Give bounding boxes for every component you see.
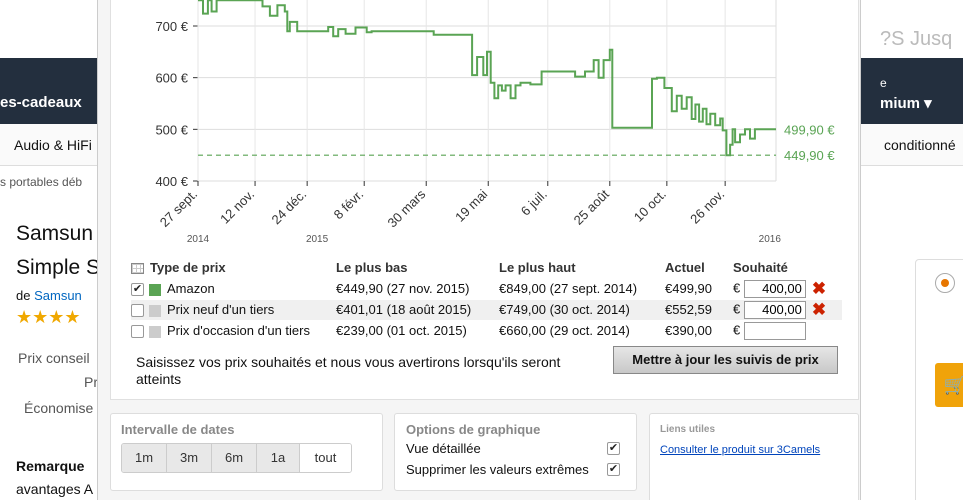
target-price-label: 449,90 € bbox=[784, 148, 835, 163]
useful-links-title: Liens utiles bbox=[660, 424, 716, 435]
option-detailed-view[interactable]: Vue détaillée ✔ bbox=[406, 441, 620, 456]
series-swatch bbox=[149, 325, 161, 338]
by-label: de bbox=[16, 288, 31, 303]
wished-price-input[interactable] bbox=[743, 279, 806, 298]
list-price-label: Prix conseil bbox=[18, 350, 90, 366]
header-highest: Le plus haut bbox=[499, 260, 576, 276]
series-checkbox[interactable] bbox=[131, 304, 144, 318]
highest-price: €749,00 (30 oct. 2014) bbox=[499, 298, 665, 320]
range-all[interactable]: tout bbox=[300, 444, 351, 472]
currency-symbol: € bbox=[733, 300, 741, 316]
series-label: Prix neuf d'un tiers bbox=[167, 301, 275, 317]
3camels-link[interactable]: Consulter le produit sur 3Camels bbox=[660, 444, 821, 456]
cart-icon: 🛒 bbox=[943, 375, 963, 395]
x-tick-label: 26 nov. bbox=[687, 187, 727, 227]
series-checkbox[interactable] bbox=[131, 325, 144, 339]
series-label: Prix d'occasion d'un tiers bbox=[167, 323, 310, 339]
y-tick-label: 700 € bbox=[155, 19, 188, 34]
header-price-type: Type de prix bbox=[150, 260, 226, 276]
series-line-amazon bbox=[198, 0, 776, 157]
x-tick-label: 10 oct. bbox=[631, 187, 669, 225]
brand-link[interactable]: Samsun bbox=[34, 288, 82, 303]
price-row: Prix d'occasion d'un tiers €239,00 (01 oc… bbox=[131, 319, 842, 341]
lowest-price: €449,90 (27 nov. 2015) bbox=[336, 277, 499, 299]
range-3m[interactable]: 3m bbox=[167, 444, 212, 472]
x-year-label: 2015 bbox=[306, 234, 329, 245]
x-tick-label: 6 juil. bbox=[518, 187, 550, 219]
update-tracking-button[interactable]: Mettre à jour les suivis de prix bbox=[613, 346, 838, 374]
price-row: Prix neuf d'un tiers €401,01 (18 août 201… bbox=[131, 298, 842, 320]
current-price: €552,59 bbox=[665, 298, 733, 320]
series-checkbox[interactable]: ✔ bbox=[131, 283, 144, 297]
x-tick-label: 24 déc. bbox=[269, 187, 310, 228]
breadcrumb[interactable]: s portables déb bbox=[0, 175, 83, 189]
series-label: Amazon bbox=[167, 280, 215, 296]
x-tick-label: 8 févr. bbox=[331, 187, 367, 223]
premium-menu[interactable]: mium ▾ bbox=[880, 95, 932, 112]
delete-icon[interactable]: ✖ bbox=[811, 299, 827, 319]
price-history-chart: 700 € 600 € 500 € 400 €27 sept. 12 nov. 24 dé… bbox=[155, 0, 835, 245]
header-current: Actuel bbox=[665, 260, 705, 276]
detailed-view-checkbox[interactable]: ✔ bbox=[607, 442, 620, 455]
remove-extremes-label: Supprimer les valeurs extrêmes bbox=[406, 462, 589, 477]
lowest-price: €401,01 (18 août 2015) bbox=[336, 298, 499, 320]
current-price: €390,00 bbox=[665, 319, 733, 341]
wished-price-input[interactable] bbox=[743, 321, 806, 340]
x-tick-label: 12 nov. bbox=[217, 187, 257, 227]
current-price: €499,90 bbox=[665, 277, 733, 299]
x-tick-label: 27 sept. bbox=[157, 187, 200, 230]
x-tick-label: 25 août bbox=[571, 186, 613, 228]
product-title-line1: Samsun bbox=[16, 222, 94, 245]
range-6m[interactable]: 6m bbox=[212, 444, 257, 472]
category-audio-hifi[interactable]: Audio & HiFi bbox=[14, 137, 92, 153]
nav-link-cadeaux[interactable]: es-cadeaux bbox=[0, 94, 82, 111]
remove-extremes-checkbox[interactable]: ✔ bbox=[607, 463, 620, 476]
series-end-label: 499,90 € bbox=[784, 122, 835, 137]
date-range-selector: 1m 3m 6m 1a tout bbox=[121, 443, 352, 473]
x-tick-label: 30 mars bbox=[385, 186, 429, 230]
currency-symbol: € bbox=[733, 322, 741, 338]
category-reconditionne[interactable]: conditionné bbox=[884, 137, 956, 153]
series-swatch bbox=[149, 304, 161, 317]
range-1m[interactable]: 1m bbox=[122, 444, 167, 472]
savings-label: Économise bbox=[24, 400, 94, 416]
product-title-line2: Simple S bbox=[16, 256, 101, 279]
table-grid-icon bbox=[131, 263, 144, 275]
delete-icon[interactable]: ✖ bbox=[811, 278, 827, 298]
y-tick-label: 400 € bbox=[155, 174, 188, 189]
series-swatch bbox=[149, 283, 161, 296]
buy-option-radio[interactable] bbox=[935, 273, 955, 293]
rating-stars[interactable]: ★★★★ bbox=[16, 307, 81, 327]
notice-text: Saisissez vos prix souhaités et nous vou… bbox=[136, 354, 561, 387]
x-year-label: 2016 bbox=[759, 234, 782, 245]
account-line: e bbox=[880, 76, 887, 90]
chart-options-panel bbox=[394, 413, 637, 491]
price-row: ✔ Amazon €449,90 (27 nov. 2015) €849,00 (27… bbox=[131, 277, 842, 299]
date-range-title: Intervalle de dates bbox=[121, 422, 235, 437]
price-label: Pr bbox=[84, 374, 98, 390]
chart-options-title: Options de graphique bbox=[406, 422, 541, 437]
brand-byline: de Samsun bbox=[16, 288, 82, 303]
option-remove-extremes[interactable]: Supprimer les valeurs extrêmes ✔ bbox=[406, 462, 620, 477]
range-1a[interactable]: 1a bbox=[257, 444, 300, 472]
currency-symbol: € bbox=[733, 279, 741, 295]
x-year-label: 2014 bbox=[187, 234, 210, 245]
x-tick-label: 19 mai bbox=[452, 186, 490, 224]
header-wished: Souhaité bbox=[733, 260, 788, 276]
y-tick-label: 600 € bbox=[155, 71, 188, 86]
highest-price: €660,00 (29 oct. 2014) bbox=[499, 319, 665, 341]
add-to-cart-button[interactable]: 🛒 bbox=[935, 363, 963, 407]
lowest-price: €239,00 (01 oct. 2015) bbox=[336, 319, 499, 341]
price-table: Type de prix Le plus bas Le plus haut Ac… bbox=[131, 258, 842, 341]
useful-links-panel bbox=[649, 413, 859, 500]
y-tick-label: 500 € bbox=[155, 122, 188, 137]
note-label: Remarque bbox=[16, 458, 85, 474]
note-text: avantages A bbox=[16, 481, 94, 497]
header-lowest: Le plus bas bbox=[336, 260, 408, 276]
header-promo: ?S Jusq bbox=[880, 28, 953, 50]
wished-price-input[interactable] bbox=[743, 300, 806, 319]
detailed-view-label: Vue détaillée bbox=[406, 441, 481, 456]
highest-price: €849,00 (27 sept. 2014) bbox=[499, 277, 665, 299]
